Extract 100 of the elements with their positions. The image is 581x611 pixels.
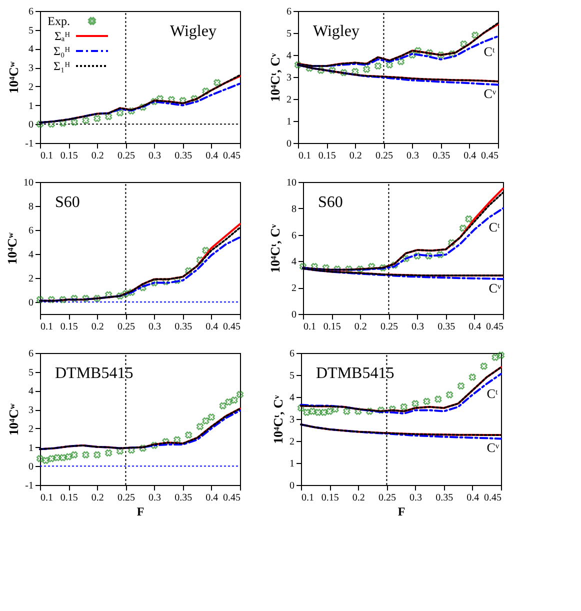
y-tick-label: -1 — [25, 480, 34, 492]
y-tick-label: 2 — [28, 424, 34, 435]
x-tick-label: 0.25 — [378, 492, 396, 504]
y-tick-label: -1 — [25, 138, 34, 150]
x-tick-label: 0.2 — [352, 492, 365, 504]
x-tick-label: 0.35 — [174, 492, 192, 504]
x-tick-label: 0.4 — [466, 492, 480, 504]
y-tick-label: 0 — [292, 310, 296, 320]
y-tick-label: 1 — [286, 116, 292, 128]
text: DTMB5415 — [55, 365, 134, 382]
y-tick-label: 8 — [292, 204, 296, 215]
y-tick-label: 4 — [286, 50, 292, 62]
x-tick-label: 0.35 — [174, 150, 192, 162]
x-tick-label: 0.15 — [318, 150, 336, 162]
x-tick-label: 0.15 — [60, 492, 78, 504]
x-tick-label: 0.15 — [321, 492, 339, 504]
y-tick-label: 2 — [28, 274, 34, 284]
x-tick-label: 0.25 — [380, 322, 398, 332]
x-tick-label: 0.1 — [298, 150, 311, 162]
x-tick-label: 0.45 — [223, 150, 240, 162]
text: Wigley — [170, 23, 216, 40]
x-tick-label: 0.25 — [117, 150, 135, 162]
y-tick-label: 4 — [28, 250, 34, 260]
text: S60 — [55, 194, 80, 211]
x-tick-label: 0.35 — [436, 492, 454, 504]
x-tick-label: 0.2 — [91, 492, 104, 504]
x-tick-label: 0.3 — [406, 150, 420, 162]
y-tick-label: 4 — [28, 44, 34, 56]
y-tick-label: 3 — [28, 405, 34, 416]
x-tick-label: 0.3 — [410, 492, 422, 504]
x-tick-label: 0.2 — [91, 322, 104, 332]
legend-label: Σₐᴴ — [54, 29, 71, 43]
annotation: Cᵛ — [486, 440, 500, 456]
x-tick-label: 0.15 — [60, 322, 78, 332]
y-tick-label: 10 — [286, 178, 296, 188]
y-tick-label: 10 — [24, 178, 34, 188]
x-tick-label: 0.35 — [174, 322, 192, 332]
annotation: Cᵗ — [484, 44, 496, 59]
y-axis-title: 10⁴Cᵗ, Cᵛ — [268, 52, 282, 102]
y-tick-label: 8 — [28, 202, 34, 212]
y-tick-label: 3 — [28, 63, 34, 74]
y-tick-label: 4 — [28, 386, 34, 398]
y-axis-title: 10⁴Cʷ — [6, 403, 22, 436]
x-tick-label: 0.1 — [40, 322, 53, 332]
x-tick-label: 0.3 — [412, 322, 424, 332]
x-tick-label: 0.4 — [206, 492, 218, 504]
x-tick-label: 0.45 — [223, 492, 240, 504]
y-tick-label: 2 — [286, 94, 292, 106]
annotation: Cᵗ — [488, 220, 500, 235]
y-tick-label: 6 — [292, 230, 296, 242]
y-tick-label: 3 — [286, 72, 292, 84]
x-axis-title: F — [398, 504, 406, 518]
y-axis-title: 10⁴Cʷ — [4, 232, 20, 264]
y-tick-label: 0 — [286, 138, 292, 150]
x-tick-label: 0.4 — [206, 322, 218, 332]
y-tick-label: 6 — [290, 348, 294, 360]
x-tick-label: 0.25 — [117, 492, 135, 504]
legend-label: Σ₀ᴴ — [54, 44, 71, 58]
x-tick-label: 0.1 — [40, 492, 53, 504]
x-tick-label: 0.3 — [148, 322, 162, 332]
y-axis-title: 10⁴Cᵗ, Cᵛ — [268, 224, 282, 273]
text: S60 — [318, 194, 343, 211]
text: Wigley — [313, 23, 360, 40]
y-tick-label: 0 — [28, 298, 34, 308]
y-tick-label: 4 — [290, 392, 294, 404]
y-axis-title: 10⁴Cᵗ, Cᵛ — [270, 394, 286, 444]
y-tick-label: 6 — [28, 6, 34, 18]
y-tick-label: 1 — [28, 100, 34, 112]
y-tick-label: 3 — [290, 414, 294, 426]
x-tick-label: 0.35 — [438, 322, 456, 332]
y-tick-label: 5 — [290, 370, 294, 382]
x-tick-label: 0.2 — [354, 322, 367, 332]
x-tick-label: 0.45 — [223, 322, 240, 332]
x-tick-label: 0.2 — [349, 150, 362, 162]
x-tick-label: 0.1 — [302, 492, 314, 504]
x-tick-label: 0.4 — [468, 322, 482, 332]
y-tick-label: 2 — [28, 82, 34, 93]
x-tick-label: 0.3 — [148, 150, 162, 162]
x-tick-label: 0.45 — [484, 492, 502, 504]
legend-label: Σ₁ᴴ — [54, 59, 71, 73]
y-tick-label: 0 — [28, 120, 34, 131]
x-tick-label: 0.25 — [117, 322, 135, 332]
y-tick-label: 5 — [28, 25, 34, 36]
y-tick-label: 0 — [28, 462, 34, 473]
x-tick-label: 0.15 — [60, 150, 78, 162]
x-tick-label: 0.25 — [375, 150, 393, 162]
text: DTMB5415 — [316, 365, 394, 382]
y-tick-label: 5 — [286, 28, 292, 40]
y-tick-label: 0 — [290, 480, 294, 492]
legend-label: Exp. — [48, 14, 70, 28]
x-tick-label: 0.45 — [486, 322, 504, 332]
y-tick-label: 1 — [28, 442, 34, 454]
y-tick-label: 6 — [286, 6, 292, 18]
y-tick-label: 6 — [28, 226, 34, 236]
y-tick-label: 6 — [28, 348, 34, 360]
y-tick-label: 5 — [28, 367, 34, 378]
x-tick-label: 0.45 — [481, 150, 498, 162]
y-tick-label: 4 — [292, 256, 296, 268]
x-axis-title: F — [136, 504, 144, 518]
x-tick-label: 0.15 — [323, 322, 341, 332]
